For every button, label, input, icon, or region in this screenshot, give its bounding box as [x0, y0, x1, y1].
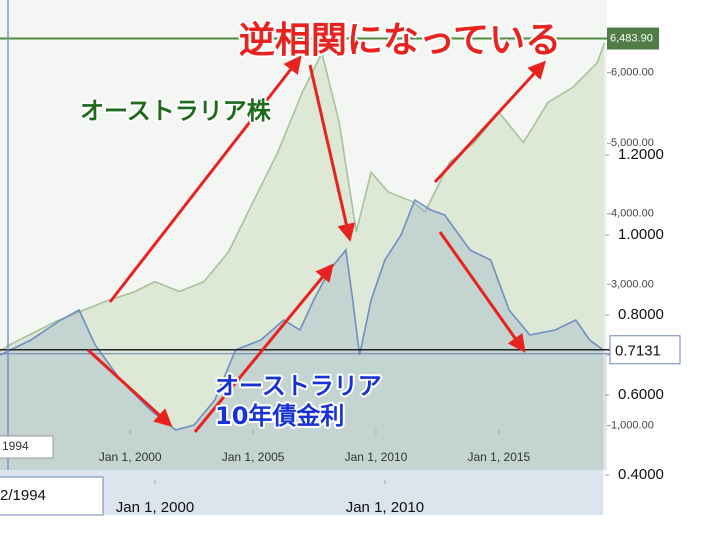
- stock-label: オーストラリア株: [80, 97, 272, 125]
- start-label: 1994: [2, 439, 29, 453]
- y-tick-label: 1,000.00: [611, 419, 654, 431]
- y-tick-label: 4,000.00: [611, 208, 654, 220]
- arrow: [308, 64, 356, 242]
- y-tick-label: 5,000.00: [611, 137, 654, 149]
- headline: 逆相関になっている: [239, 20, 561, 61]
- y-tick-label: 1.2000: [618, 146, 664, 163]
- y-tick-label: 6,000.00: [611, 67, 654, 79]
- last-value-label: 0.7131: [615, 343, 661, 360]
- bond-label: 10年債金利: [215, 402, 344, 430]
- arrow: [86, 348, 173, 428]
- x-tick-label: Jan 1, 2010: [346, 499, 424, 516]
- x-tick-label: Jan 1, 2015: [468, 450, 531, 464]
- arrow: [433, 60, 547, 184]
- bond-label: オーストラリア: [215, 372, 382, 400]
- area-fill: [0, 43, 605, 470]
- area-fill: [0, 200, 604, 515]
- arrows: [86, 55, 547, 433]
- y-tick-label: 1.0000: [618, 226, 664, 243]
- x-tick-label: Jan 1, 2000: [116, 499, 194, 516]
- y-tick-label: 0.6000: [618, 386, 664, 403]
- y-tick-label: 0.8000: [618, 306, 664, 323]
- last-value-label: 6,483.90: [610, 32, 653, 44]
- start-label: 2/1994: [0, 487, 46, 504]
- arrow: [438, 231, 526, 353]
- stock-layer: esting.com: [0, 37, 611, 470]
- y-tick-label: 0.4000: [618, 466, 664, 483]
- last-value-box: [607, 27, 659, 50]
- x-tick-label: Jan 1, 2000: [99, 450, 162, 464]
- x-tick-label: Jan 1, 2010: [345, 450, 408, 464]
- arrow: [193, 263, 334, 433]
- y-tick-label: 3,000.00: [611, 278, 654, 290]
- start-box: [0, 476, 104, 516]
- series-line: [0, 42, 606, 353]
- arrow: [108, 55, 302, 303]
- x-tick-label: Jan 1, 2005: [222, 450, 285, 464]
- start-box: [0, 435, 54, 459]
- last-value-box: [609, 335, 681, 365]
